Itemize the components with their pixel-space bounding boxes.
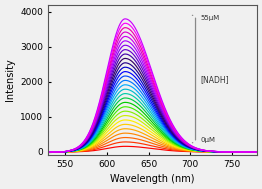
Y-axis label: Intensity: Intensity (5, 58, 15, 101)
Text: 0μM: 0μM (201, 137, 216, 143)
Text: [NADH]: [NADH] (201, 75, 229, 84)
X-axis label: Wavelength (nm): Wavelength (nm) (111, 174, 195, 184)
Text: 55μM: 55μM (201, 15, 220, 21)
